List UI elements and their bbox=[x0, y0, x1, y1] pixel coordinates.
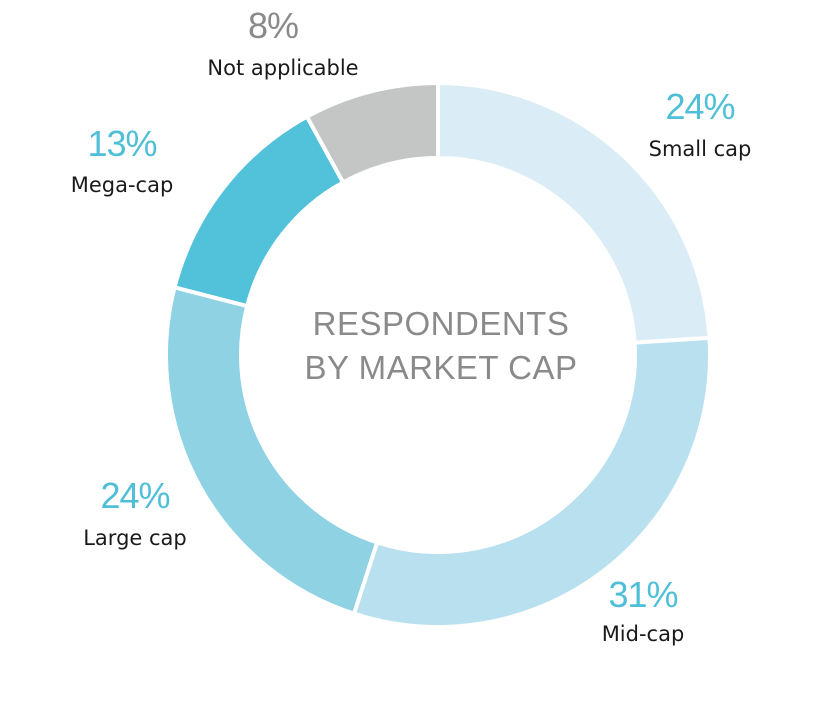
slice-not-applicable bbox=[304, 80, 440, 186]
category-label-mid-cap: Mid-cap bbox=[602, 622, 685, 646]
donut-slices bbox=[164, 80, 712, 629]
data-label-small-cap: 24% bbox=[665, 86, 734, 127]
category-label-small-cap: Small cap bbox=[649, 137, 752, 161]
slice-mid-cap bbox=[351, 335, 712, 629]
slice-mega-cap bbox=[172, 113, 346, 309]
data-label-mid-cap: 31% bbox=[608, 574, 677, 615]
category-label-not-applicable: Not applicable bbox=[207, 56, 358, 80]
chart-title-line-2: BY MARKET CAP bbox=[304, 349, 577, 386]
category-label-mega-cap: Mega-cap bbox=[71, 173, 174, 197]
data-label-not-applicable: 8% bbox=[248, 5, 298, 46]
category-label-large-cap: Large cap bbox=[83, 526, 187, 550]
chart-title-line-1: RESPONDENTS bbox=[313, 305, 570, 342]
data-label-mega-cap: 13% bbox=[87, 123, 156, 164]
data-label-large-cap: 24% bbox=[100, 475, 169, 516]
